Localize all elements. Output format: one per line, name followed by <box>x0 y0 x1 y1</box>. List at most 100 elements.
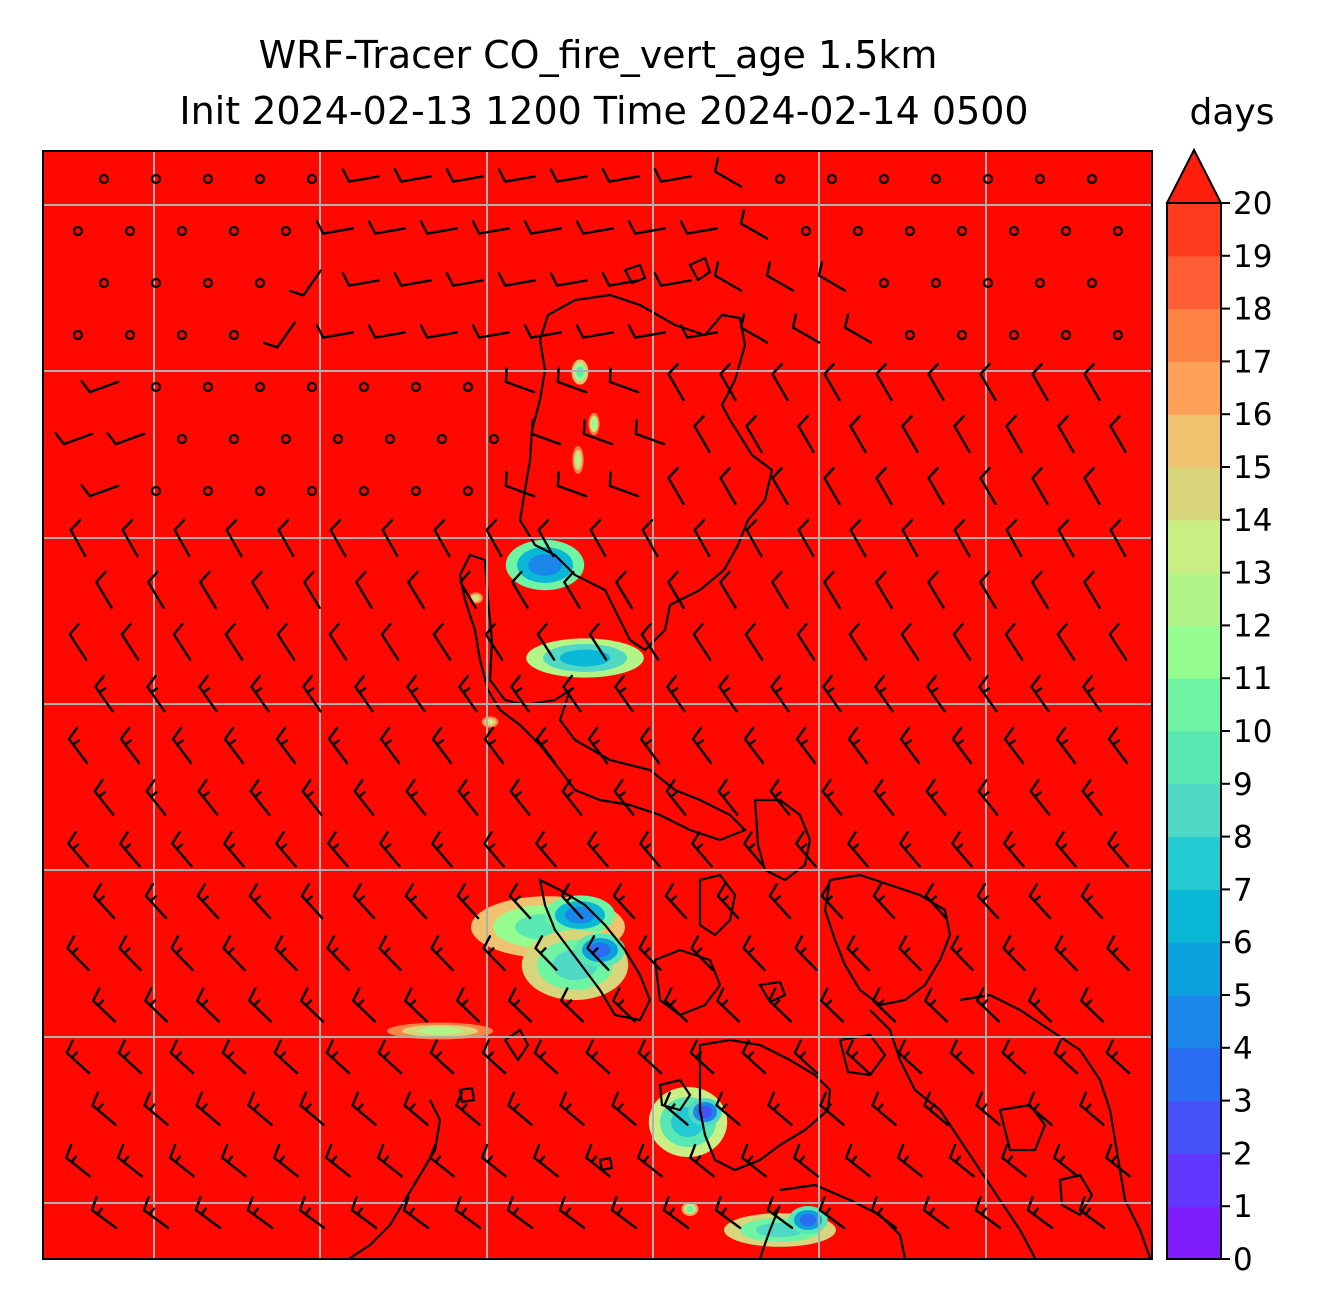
colorbar-segments <box>1167 203 1221 1260</box>
wind-barb <box>845 1143 871 1178</box>
wind-barb <box>679 220 718 235</box>
wind-barb <box>924 883 948 920</box>
wind-barb <box>821 778 843 816</box>
wind-barb <box>276 622 296 661</box>
tracer-plume <box>686 1206 694 1212</box>
wind-barb <box>745 518 763 558</box>
calm-wind-circle <box>176 433 188 445</box>
wind-barb <box>433 518 451 558</box>
coastline <box>758 980 787 1004</box>
wind-barb <box>67 830 89 868</box>
coastline <box>838 1033 887 1077</box>
wind-barb <box>823 362 841 402</box>
wind-barb <box>717 778 739 816</box>
wind-barb <box>549 272 588 287</box>
colorbar-tick-label: 2 <box>1233 1136 1253 1172</box>
coastline <box>698 1038 832 1172</box>
wind-barb <box>481 1039 507 1075</box>
wind-barb <box>497 168 536 183</box>
wind-barb <box>667 570 685 610</box>
wind-barb <box>325 1143 351 1178</box>
wind-barb <box>456 883 480 920</box>
wind-barb <box>1083 466 1101 506</box>
calm-wind-circle <box>176 329 188 341</box>
colorbar-tick-label: 4 <box>1233 1031 1253 1067</box>
wind-barb <box>533 1143 559 1178</box>
wind-barb <box>870 1196 898 1230</box>
wind-barb <box>367 220 406 235</box>
wind-barb <box>713 157 743 188</box>
wind-barb <box>94 674 114 713</box>
wind-barb <box>1057 414 1075 454</box>
calm-wind-circle <box>1112 329 1124 341</box>
calm-wind-circle <box>254 173 266 185</box>
wind-barb <box>744 622 764 661</box>
wind-barb <box>246 1196 274 1230</box>
wind-barb <box>843 313 873 344</box>
calm-wind-circle <box>124 225 136 237</box>
wind-barb <box>351 1091 377 1126</box>
calm-wind-circle <box>982 173 994 185</box>
wind-barb <box>639 726 661 765</box>
wind-barb <box>898 935 922 971</box>
calm-wind-circle <box>878 277 890 289</box>
tracer-plume <box>589 942 611 958</box>
wind-barb <box>93 778 115 816</box>
calm-wind-circle <box>1112 225 1124 237</box>
wind-barb <box>797 414 815 454</box>
wind-barb <box>1055 830 1077 868</box>
wind-barb <box>194 1196 222 1230</box>
wind-barb <box>637 1143 663 1178</box>
wind-barb <box>350 1196 378 1230</box>
wind-barb <box>471 324 510 339</box>
wind-barb <box>142 1196 170 1230</box>
wind-barb <box>875 466 893 506</box>
wind-barb <box>506 1196 534 1230</box>
wind-barb <box>976 987 1000 1023</box>
coastline <box>688 256 712 282</box>
wind-barb <box>767 1091 793 1126</box>
wind-barb <box>504 471 536 498</box>
wind-barb <box>537 518 555 558</box>
wind-barb <box>508 987 532 1023</box>
calm-wind-circle <box>358 485 370 497</box>
wind-barb <box>1109 414 1127 454</box>
wind-barb <box>223 726 245 765</box>
wind-barb <box>638 935 662 971</box>
wind-barb <box>106 432 146 446</box>
calm-wind-circle <box>202 277 214 289</box>
wind-barb <box>691 726 713 765</box>
wind-barb <box>979 362 997 402</box>
calm-wind-circle <box>826 173 838 185</box>
wind-barb <box>743 726 765 765</box>
wind-barb <box>716 987 740 1023</box>
wind-barb <box>431 830 453 868</box>
coastline <box>349 1099 442 1259</box>
colorbar-tick-label: 16 <box>1233 397 1272 433</box>
wind-barb <box>1031 570 1049 610</box>
wind-barb <box>1083 570 1101 610</box>
wind-barb <box>507 1091 533 1126</box>
wind-barb <box>484 622 504 661</box>
wind-barb <box>1080 883 1104 920</box>
wind-barb <box>822 674 842 713</box>
colorbar-segment <box>1167 783 1221 838</box>
wind-barb <box>1030 674 1050 713</box>
wind-barb <box>875 362 893 402</box>
wind-barb <box>1107 726 1129 765</box>
wind-barb <box>664 987 688 1023</box>
wind-barb <box>300 987 324 1023</box>
calm-wind-circle <box>72 225 84 237</box>
wind-barb <box>1053 1039 1079 1075</box>
wind-barb <box>575 220 614 235</box>
wind-barb <box>379 830 401 868</box>
wind-barb <box>377 1143 403 1178</box>
wind-barb <box>120 622 140 661</box>
wind-barb <box>146 674 166 713</box>
calm-wind-circle <box>1008 329 1020 341</box>
coastline <box>998 1103 1047 1152</box>
wind-barb <box>796 622 816 661</box>
wind-barb <box>173 518 191 558</box>
wind-barb <box>68 622 88 661</box>
wind-barb <box>563 570 581 610</box>
